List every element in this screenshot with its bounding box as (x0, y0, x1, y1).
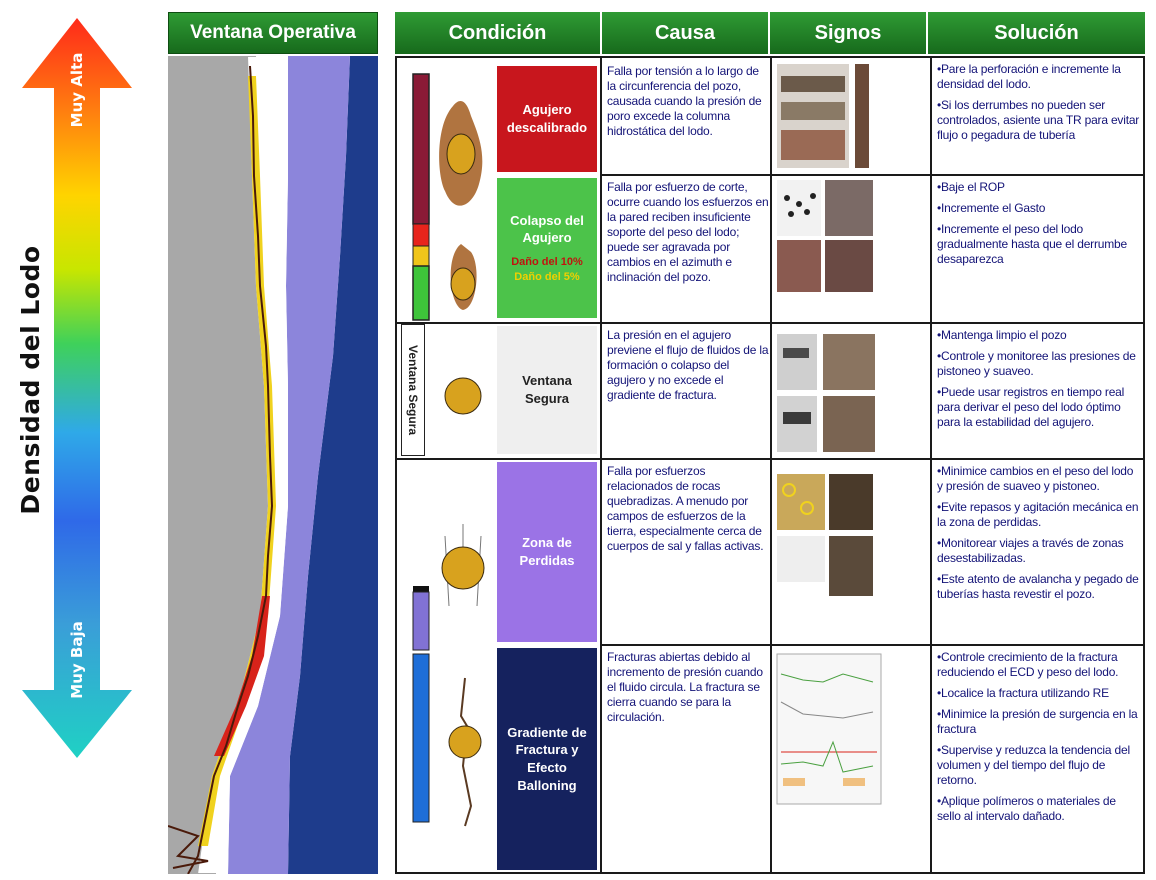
cause-gradiente-fractura: Fracturas abiertas debido al incremento … (607, 650, 763, 724)
damage-5-label: Daño del 5% (514, 270, 580, 283)
operating-window-title: Ventana Operativa (168, 12, 378, 54)
density-axis-title: Densidad del Lodo (16, 245, 45, 515)
solution-gradiente-fractura: •Controle crecimiento de la fractura red… (937, 650, 1138, 823)
fracture-zone (288, 56, 378, 874)
operating-window-panel: Ventana Operativa (168, 12, 378, 874)
breakout-red-band (214, 596, 270, 756)
condition-indicator-graphics (412, 73, 485, 827)
safe-window (216, 56, 288, 874)
mud-density-arrow: Muy Alta Muy Baja Densidad del Lodo (0, 0, 170, 880)
cause-ventana-segura: La presión en el agujero previene el flu… (607, 328, 769, 402)
solution-zona-perdidas: •Minimice cambios en el peso del lodo y … (937, 464, 1139, 601)
density-gradient-arrow (22, 18, 132, 758)
ventana-segura-side-tag: Ventana Segura (401, 324, 425, 456)
mud-weight-trace (187, 65, 274, 874)
condition-gradiente-fractura: Gradiente de Fractura y Efecto Balloning (497, 648, 597, 870)
table-body: Ventana Segura Agujero descalibrado Colap… (395, 56, 1145, 874)
condition-zona-perdidas: Zona de Perdidas (497, 462, 597, 642)
density-high-label: Muy Alta (68, 52, 86, 128)
condition-ventana-segura: Ventana Segura (497, 326, 597, 454)
condition-colapso-agujero: Colapso del Agujero Daño del 10% Daño del… (497, 178, 597, 318)
cause-agujero-descalibrado: Falla por tensión a lo largo de la circu… (607, 64, 762, 138)
loss-zone (228, 56, 350, 874)
solution-colapso-agujero: •Baje el ROP •Incremente el Gasto •Incre… (937, 180, 1127, 266)
header-condicion: Condición (395, 12, 602, 54)
header-causa: Causa (602, 12, 770, 54)
damage-10-label: Daño del 10% (511, 255, 583, 268)
density-low-label: Muy Baja (68, 621, 86, 699)
collapse-zone (168, 56, 268, 874)
cause-colapso-agujero: Falla por esfuerzo de corte, ocurre cuan… (607, 180, 769, 284)
solution-agujero-descalibrado: •Pare la perforación e incremente la den… (937, 62, 1140, 142)
solution-ventana-segura: •Mantenga limpio el pozo •Controle y mon… (937, 328, 1136, 429)
operating-window-log (168, 56, 378, 874)
header-signos: Signos (770, 12, 928, 54)
signs-photos (776, 64, 882, 805)
wellbore-conditions-table: Condición Causa Signos Solución (395, 12, 1145, 874)
cause-zona-perdidas: Falla por esfuerzos relacionados de roca… (607, 464, 764, 553)
header-solucion: Solución (928, 12, 1145, 54)
condition-agujero-descalibrado: Agujero descalibrado (497, 66, 597, 172)
